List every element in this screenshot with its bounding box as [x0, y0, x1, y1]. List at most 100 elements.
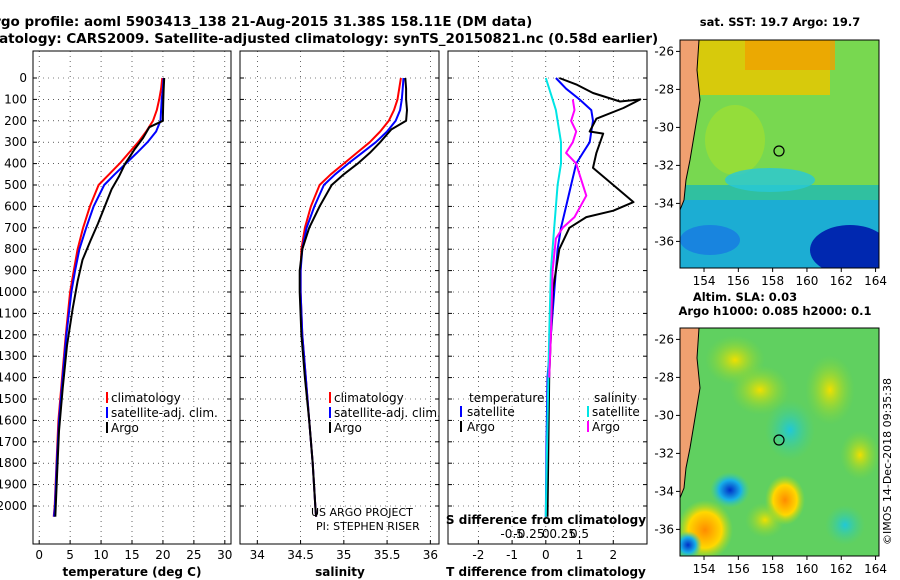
depth-tick-label: 400 — [4, 157, 27, 171]
difference-legend-salinity: salinity satellite Argo — [587, 391, 640, 434]
legend-argo: Argo — [111, 421, 139, 435]
sla-map-frame — [679, 327, 880, 557]
legend-t-title: temperature — [469, 391, 544, 405]
temperature-frame — [32, 50, 232, 545]
salinity-panel: 34 34.5 35 35.5 36 — [240, 51, 439, 562]
lon-tick-label: 158 — [761, 562, 784, 576]
legend-satellite: satellite-adj. clim. — [334, 406, 441, 420]
s-tick-label: 0 — [542, 527, 550, 541]
depth-tick-label: 1500 — [0, 392, 27, 406]
lon-tick-label: 164 — [864, 562, 887, 576]
legend-argo: Argo — [334, 421, 362, 435]
depth-tick-label: 0 — [19, 71, 27, 85]
difference-frame — [447, 50, 648, 545]
depth-tick-label: 700 — [4, 221, 27, 235]
lon-tick-label: 162 — [830, 562, 853, 576]
x-tick-label: 34 — [250, 548, 265, 562]
sst-map-title: sat. SST: 19.7 Argo: 19.7 — [700, 15, 860, 29]
argo-location-marker — [773, 434, 785, 446]
lon-tick-label: 162 — [830, 274, 853, 288]
depth-tick-label: 1300 — [0, 349, 27, 363]
t-difference-xlabel: T difference from climatology — [446, 565, 646, 579]
x-tick-label: 15 — [124, 548, 139, 562]
lon-tick-label: 156 — [727, 562, 750, 576]
x-tick-label: 36 — [423, 548, 438, 562]
lon-tick-label: 164 — [864, 274, 887, 288]
s-tick-label: -0.25 — [513, 527, 544, 541]
depth-tick-label: 900 — [4, 264, 27, 278]
x-tick-label: 5 — [66, 548, 74, 562]
salinity-frame — [239, 50, 440, 545]
lon-tick-label: 158 — [761, 274, 784, 288]
lon-tick-label: 160 — [795, 274, 818, 288]
sla-map-title: Altim. SLA: 0.03 — [693, 290, 797, 304]
lat-tick-label: -28 — [654, 82, 674, 96]
sst-map-frame — [679, 39, 880, 269]
sla-map-subtitle: Argo h1000: 0.085 h2000: 0.1 — [678, 304, 871, 318]
lat-tick-label: -32 — [654, 158, 674, 172]
depth-tick-label: 1600 — [0, 413, 27, 427]
series-line-satellite-adj-clim- — [299, 77, 405, 517]
imos-credit: ©IMOS 14-Dec-2018 09:35:38 — [881, 378, 894, 545]
project-credit: US ARGO PROJECT — [311, 506, 413, 519]
legend-climatology: climatology — [334, 391, 404, 405]
legend-s-satellite: satellite — [592, 405, 640, 419]
x-tick-label: 0 — [35, 548, 43, 562]
x-tick-label: 2 — [609, 548, 617, 562]
difference-legend-temperature: temperature satellite Argo — [460, 391, 544, 434]
depth-tick-label: 1400 — [0, 371, 27, 385]
x-tick-label: 0 — [542, 548, 550, 562]
lat-tick-label: -34 — [654, 196, 674, 210]
s-tick-label: -0.5 — [500, 527, 523, 541]
series-line-argo — [54, 77, 166, 517]
depth-tick-label: 500 — [4, 178, 27, 192]
sla-map: Altim. SLA: 0.03 Argo h1000: 0.085 h2000… — [654, 290, 887, 576]
series-line-climatology — [299, 77, 402, 517]
depth-tick-label: 300 — [4, 135, 27, 149]
temperature-panel: 0 5 10 15 20 25 30 — [33, 51, 232, 562]
depth-tick-label: 1000 — [0, 285, 27, 299]
argo-location-marker — [773, 145, 785, 157]
legend-t-satellite: satellite — [467, 405, 515, 419]
depth-tick-label: 1900 — [0, 478, 27, 492]
x-tick-label: 20 — [155, 548, 170, 562]
depth-tick-label: 2000 — [0, 499, 27, 513]
x-tick-label: 10 — [93, 548, 108, 562]
temperature-legend: climatology satellite-adj. clim. Argo — [106, 391, 218, 435]
depth-tick-label: 1100 — [0, 306, 27, 320]
x-tick-label: -2 — [472, 548, 484, 562]
s-tick-label: 0.25 — [549, 527, 576, 541]
x-tick-label: 1 — [576, 548, 584, 562]
depth-tick-label: 600 — [4, 199, 27, 213]
temperature-xlabel: temperature (deg C) — [63, 565, 202, 579]
profile-title: Argo profile: aoml 5903413_138 21-Aug-20… — [0, 14, 532, 30]
lat-tick-label: -36 — [654, 234, 674, 248]
depth-tick-label: 1700 — [0, 435, 27, 449]
lat-tick-label: -30 — [654, 120, 674, 134]
sst-lat-axis: -26 -28 -30 -32 -34 -36 — [654, 44, 680, 248]
x-tick-label: 35 — [336, 548, 351, 562]
lat-tick-label: -36 — [654, 522, 674, 536]
lon-tick-label: 154 — [693, 274, 716, 288]
s-tick-label: 0.5 — [570, 527, 589, 541]
legend-t-argo: Argo — [467, 420, 495, 434]
pi-credit: PI: STEPHEN RISER — [316, 520, 420, 533]
x-tick-label: 34.5 — [287, 548, 314, 562]
depth-tick-label: 100 — [4, 92, 27, 106]
difference-panel: -2 -1 0 1 2-0.5-0.250 0.250.5 — [448, 51, 647, 562]
series-line-satellite-adj-clim- — [53, 77, 165, 517]
lat-tick-label: -28 — [654, 370, 674, 384]
s-difference-label: S difference from climatology — [446, 513, 646, 527]
x-tick-label: 35.5 — [374, 548, 401, 562]
sst-lon-axis: 154 156 158 160 162 164 — [693, 268, 887, 288]
series-line-s-satellite — [544, 77, 562, 517]
lon-tick-label: 156 — [727, 274, 750, 288]
series-line-s-argo — [548, 99, 588, 378]
legend-satellite: satellite-adj. clim. — [111, 406, 218, 420]
depth-tick-label: 200 — [4, 114, 27, 128]
lat-tick-label: -26 — [654, 332, 674, 346]
climatology-title: Climatology: CARS2009. Satellite-adjuste… — [0, 31, 658, 47]
legend-s-title: salinity — [594, 391, 637, 405]
lat-tick-label: -32 — [654, 446, 674, 460]
